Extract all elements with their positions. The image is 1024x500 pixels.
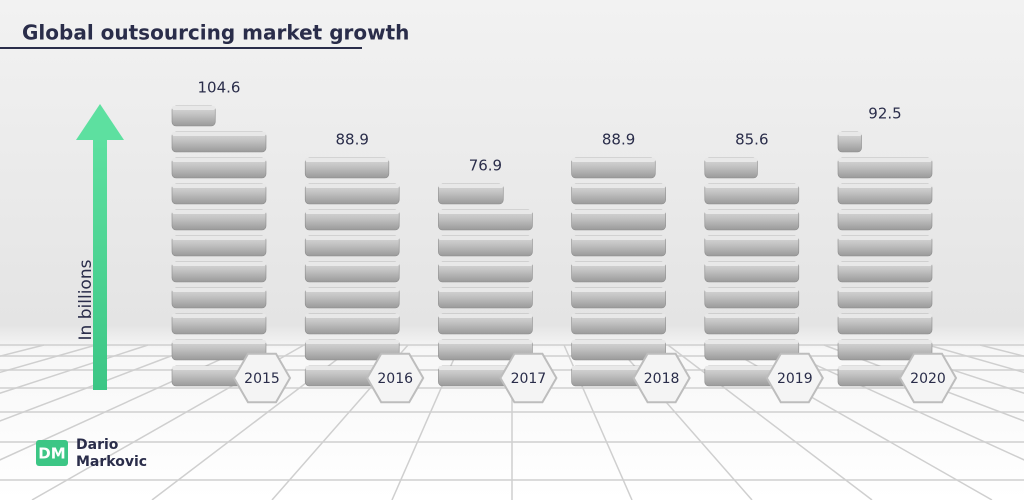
x-tick-label: 2016 <box>377 371 413 387</box>
disc-stack <box>571 157 666 387</box>
disc-top <box>305 314 400 318</box>
disc-top <box>571 184 666 188</box>
disc-stack <box>837 131 933 387</box>
disc-top <box>438 236 533 240</box>
disc-top <box>838 262 932 266</box>
disc-top <box>704 288 799 292</box>
disc-top <box>305 340 400 344</box>
disc-top <box>838 158 932 162</box>
y-label: In billions <box>76 259 96 340</box>
disc-top <box>438 184 504 188</box>
logo-name: Markovic <box>76 454 147 470</box>
disc-top <box>571 236 666 240</box>
value-label: 76.9 <box>469 157 502 175</box>
disc-top <box>571 288 666 292</box>
grid-line <box>927 344 1024 374</box>
disc-top <box>305 262 400 266</box>
disc-top <box>704 184 799 188</box>
disc-top <box>704 314 799 318</box>
grid-line <box>875 344 1024 394</box>
grid-line <box>667 344 873 500</box>
disc-top <box>172 262 266 266</box>
grid-line <box>0 344 97 374</box>
year-badge <box>499 352 558 404</box>
disc-stack <box>704 157 800 387</box>
value-label: 88.9 <box>602 131 635 149</box>
disc-top <box>838 132 862 136</box>
disc-top <box>172 158 266 162</box>
disc-top <box>438 262 533 266</box>
value-label: 85.6 <box>735 131 768 149</box>
x-tick-label: 2019 <box>777 371 813 387</box>
disc-top <box>571 210 666 214</box>
disc-top <box>172 340 266 344</box>
title: Global outsourcing market growth <box>22 21 409 45</box>
grid-line <box>0 344 201 422</box>
disc-top <box>172 132 266 136</box>
logo-box <box>36 440 68 466</box>
grid-line <box>771 344 1024 461</box>
disc-top <box>571 340 666 344</box>
disc-top <box>838 340 932 344</box>
disc-stack <box>171 105 267 387</box>
logo-initials: DM <box>38 445 65 463</box>
disc-top <box>704 210 799 214</box>
disc-top <box>438 288 533 292</box>
disc-top <box>305 158 389 162</box>
x-tick-label: 2017 <box>511 371 547 387</box>
disc-top <box>438 210 533 214</box>
year-badge <box>632 352 691 404</box>
axis-arrowhead <box>76 104 124 140</box>
x-tick-label: 2015 <box>244 371 280 387</box>
disc-top <box>704 158 758 162</box>
disc-top <box>571 158 656 162</box>
disc-top <box>172 210 266 214</box>
disc-top <box>838 236 932 240</box>
year-badge <box>898 352 958 404</box>
disc-top <box>704 262 799 266</box>
disc-top <box>838 210 932 214</box>
disc-top <box>704 236 799 240</box>
disc-top <box>172 106 216 110</box>
disc-top <box>305 184 400 188</box>
disc-top <box>838 288 932 292</box>
disc-top <box>438 340 533 344</box>
disc-top <box>305 210 400 214</box>
disc-top <box>305 236 400 240</box>
disc-top <box>704 340 799 344</box>
disc-stack <box>438 183 533 387</box>
disc-top <box>838 314 932 318</box>
disc-top <box>172 288 266 292</box>
disc-top <box>438 314 533 318</box>
disc-top <box>305 288 400 292</box>
axis-arrow <box>93 135 107 390</box>
value-label: 104.6 <box>198 79 241 97</box>
value-label: 88.9 <box>335 131 368 149</box>
disc-top <box>172 184 266 188</box>
disc-top <box>172 236 266 240</box>
year-badge <box>232 352 292 404</box>
disc-top <box>571 314 666 318</box>
grid-line <box>0 344 149 394</box>
disc-top <box>838 184 932 188</box>
value-label: 92.5 <box>868 105 901 123</box>
disc-stack <box>304 157 400 387</box>
logo-name: Dario <box>76 437 119 453</box>
x-tick-label: 2018 <box>644 371 680 387</box>
disc-top <box>571 262 666 266</box>
year-badge <box>366 352 425 404</box>
x-tick-label: 2020 <box>910 371 946 387</box>
disc-top <box>172 314 266 318</box>
year-badge <box>765 352 824 404</box>
